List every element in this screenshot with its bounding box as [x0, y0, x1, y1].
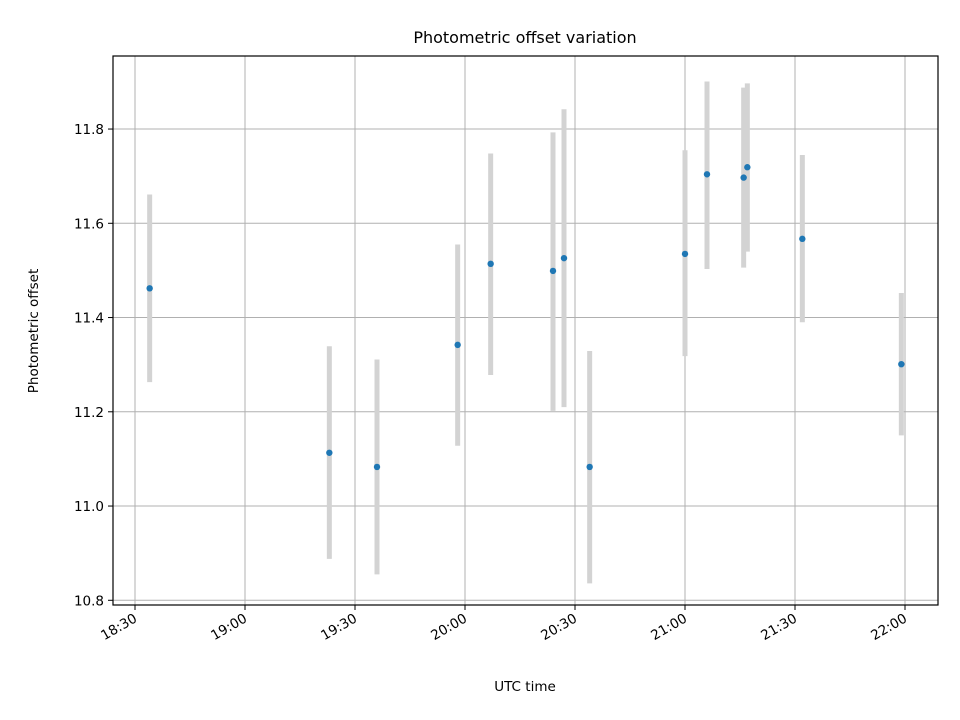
y-tick-label: 11.2 [74, 405, 104, 421]
data-point [487, 260, 494, 268]
x-tick-label: 21:30 [758, 611, 800, 644]
data-point [549, 267, 557, 275]
y-tick-label: 10.8 [74, 593, 104, 609]
x-tick-label: 20:30 [538, 611, 580, 644]
x-tick-label: 21:00 [648, 611, 690, 644]
x-tick-label: 20:00 [428, 611, 470, 644]
x-tick-label: 18:30 [98, 611, 140, 644]
data-point [454, 341, 461, 349]
error-bar-layer [147, 81, 904, 584]
data-point [586, 463, 593, 471]
data-point [681, 250, 689, 258]
y-tick-label: 11.6 [74, 216, 104, 232]
x-tick-label: 22:00 [868, 611, 910, 644]
data-point [744, 164, 751, 171]
x-axis-label: UTC time [494, 679, 556, 695]
y-axis-label: Photometric offset [26, 269, 42, 393]
x-tick-label: 19:30 [318, 611, 360, 644]
data-point [560, 254, 568, 262]
plot-frame [112, 55, 939, 606]
chart-title: Photometric offset variation [413, 28, 636, 47]
y-tick-label: 11.4 [74, 311, 104, 327]
y-tick-label: 11.0 [74, 499, 104, 515]
data-point [740, 174, 747, 181]
point-layer [146, 164, 905, 471]
grid-layer [113, 56, 938, 605]
data-point [146, 285, 153, 292]
data-point [326, 449, 333, 456]
x-tick-label: 19:00 [208, 611, 250, 644]
data-point [373, 463, 381, 471]
y-tick-label: 11.8 [74, 122, 104, 138]
data-point [703, 171, 711, 178]
data-point [898, 360, 905, 368]
data-point [799, 235, 806, 243]
